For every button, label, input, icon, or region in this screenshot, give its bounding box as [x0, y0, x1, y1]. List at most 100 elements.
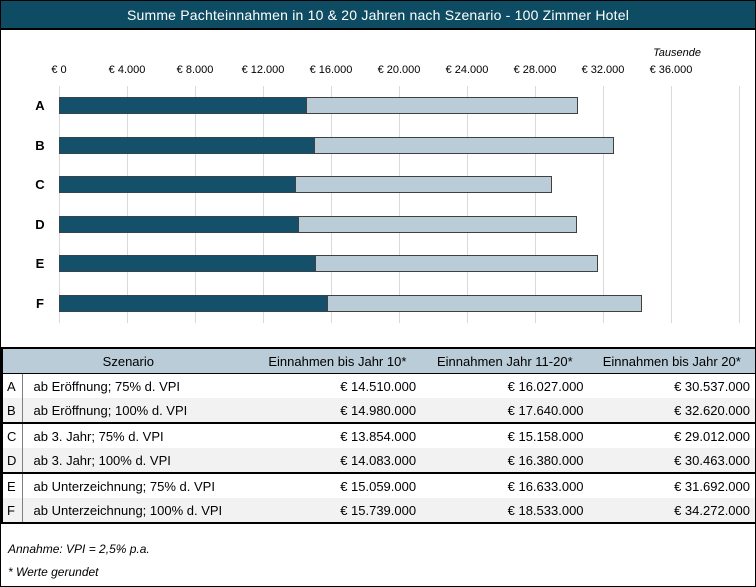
header-szenario: Szenario: [2, 348, 254, 374]
axis-tick-label: € 12.000: [241, 64, 285, 76]
stacked-bar-d: [59, 215, 739, 233]
row-jahr20: € 30.463.000: [588, 448, 755, 474]
row-jahr10: € 15.739.000: [340, 502, 417, 518]
gridline: [263, 86, 264, 323]
bar-segment-jahr10: [59, 294, 327, 312]
header-jahr20: Einnahmen bis Jahr 20*: [588, 348, 755, 374]
stacked-bar-e: [59, 255, 739, 273]
row-jahr1120: € 18.533.000: [507, 502, 584, 518]
row-key: B: [2, 398, 23, 424]
row-key: F: [2, 498, 23, 523]
axis-tick-label: € 0: [51, 64, 67, 76]
stacked-bar-f: [59, 294, 739, 312]
row-jahr20: € 29.012.000: [674, 428, 750, 444]
bar-segment-jahr10: [59, 255, 315, 273]
table-row-f: F ab Unterzeichnung; 100% d. VPI € 15.73…: [2, 498, 755, 523]
axis-tick-label: € 8.000: [176, 64, 214, 76]
category-label: B: [35, 137, 45, 153]
footnote-werte-gerundet: * Werte gerundet: [8, 565, 99, 579]
bar-segment-jahr1120: [294, 176, 553, 194]
bar-series: A B C: [35, 86, 739, 324]
table-header-row: Szenario Einnahmen bis Jahr 10* Einnahme…: [2, 348, 755, 374]
row-jahr1120: € 15.158.000: [507, 428, 584, 444]
gridline: [127, 86, 128, 323]
chart-area: Tausende € 0 € 4.000 € 8.000 € 12.000 € 16.0…: [1, 30, 755, 347]
stacked-bar-a: [59, 97, 739, 115]
table-row-c: C ab 3. Jahr; 75% d. VPI € 13.854.000 € …: [2, 423, 755, 448]
row-jahr10: € 14.083.000: [253, 448, 422, 474]
chart-title: Summe Pachteinnahmen in 10 & 20 Jahren n…: [126, 6, 630, 23]
row-key: A: [2, 373, 23, 398]
footnote-annahme: Annahme: VPI = 2,5% p.a.: [8, 542, 150, 556]
axis-tick-label: € 16.000: [309, 64, 353, 76]
axis-unit-label: Tausende: [653, 47, 701, 59]
table-row-b: B ab Eröffnung; 100% d. VPI € 14.980.000…: [2, 398, 755, 424]
table-row-e: E ab Unterzeichnung; 75% d. VPI € 15.059…: [2, 473, 755, 498]
gridline: [671, 86, 672, 323]
bar-row-e: E: [36, 244, 739, 284]
axis-tick-label: € 36.000: [649, 64, 693, 76]
row-jahr10: € 15.059.000: [340, 478, 417, 494]
row-jahr20: € 32.620.000: [588, 398, 755, 424]
gridline: [331, 86, 332, 323]
row-jahr1120: € 16.633.000: [507, 478, 584, 494]
title-bar: Summe Pachteinnahmen in 10 & 20 Jahren n…: [1, 1, 755, 30]
stacked-bar-b: [59, 136, 739, 154]
bar-segment-jahr1120: [326, 294, 642, 312]
gridline: [59, 86, 60, 323]
row-jahr10: € 14.980.000: [253, 398, 422, 424]
bar-segment-jahr10: [59, 176, 295, 194]
footnotes: Annahme: VPI = 2,5% p.a. * Werte gerunde…: [8, 542, 150, 586]
bar-segment-jahr1120: [298, 215, 577, 233]
row-key: E: [2, 473, 23, 498]
row-key: C: [2, 423, 23, 448]
row-szenario: ab Eröffnung; 75% d. VPI: [33, 378, 181, 394]
bar-row-c: C: [35, 165, 739, 205]
bar-segment-jahr1120: [315, 255, 598, 273]
x-axis-ticks: € 0 € 4.000 € 8.000 € 12.000 € 16.000 € 20.00…: [51, 64, 739, 78]
row-szenario: ab Unterzeichnung; 75% d. VPI: [33, 478, 215, 494]
stacked-bar-c: [59, 176, 739, 194]
row-jahr20: € 34.272.000: [674, 502, 750, 518]
row-szenario: ab 3. Jahr; 75% d. VPI: [33, 428, 164, 444]
gridline: [535, 86, 536, 323]
bar-row-d: D: [35, 205, 739, 245]
category-label: F: [36, 295, 44, 311]
category-label: C: [35, 177, 45, 193]
row-jahr10: € 14.510.000: [340, 378, 417, 394]
bar-segment-jahr10: [59, 97, 306, 115]
plot-area: A B C: [35, 86, 740, 324]
bar-row-a: A: [35, 86, 739, 126]
bar-segment-jahr10: [59, 136, 314, 154]
gridline: [399, 86, 400, 323]
row-szenario: ab 3. Jahr; 100% d. VPI: [22, 448, 254, 474]
category-label: E: [35, 256, 45, 272]
row-jahr20: € 31.692.000: [674, 478, 750, 494]
row-szenario: ab Unterzeichnung; 100% d. VPI: [33, 502, 223, 518]
row-szenario: ab Eröffnung; 100% d. VPI: [22, 398, 254, 424]
row-jahr10: € 13.854.000: [340, 428, 417, 444]
gridline: [467, 86, 468, 323]
axis-tick-label: € 4.000: [108, 64, 146, 76]
axis-tick-label: € 32.000: [581, 64, 625, 76]
row-key: D: [2, 448, 23, 474]
row-jahr20: € 30.537.000: [674, 378, 750, 394]
bar-segment-jahr10: [59, 215, 299, 233]
table-row-a: A ab Eröffnung; 75% d. VPI € 14.510.000 …: [2, 373, 755, 398]
axis-tick-label: € 20.000: [377, 64, 421, 76]
row-jahr1120: € 17.640.000: [421, 398, 589, 424]
bar-segment-jahr1120: [305, 97, 579, 115]
row-jahr1120: € 16.027.000: [507, 378, 584, 394]
bar-row-b: B: [35, 126, 739, 166]
data-table: Szenario Einnahmen bis Jahr 10* Einnahme…: [1, 347, 755, 524]
gridline: [603, 86, 604, 323]
header-jahr10: Einnahmen bis Jahr 10*: [253, 348, 422, 374]
bar-row-f: F: [36, 284, 739, 324]
bar-segment-jahr1120: [313, 136, 614, 154]
table-row-d: D ab 3. Jahr; 100% d. VPI € 14.083.000 €…: [2, 448, 755, 474]
header-jahr1120: Einnahmen Jahr 11-20*: [421, 348, 589, 374]
row-jahr1120: € 16.380.000: [421, 448, 589, 474]
axis-tick-label: € 28.000: [513, 64, 557, 76]
gridline: [195, 86, 196, 323]
